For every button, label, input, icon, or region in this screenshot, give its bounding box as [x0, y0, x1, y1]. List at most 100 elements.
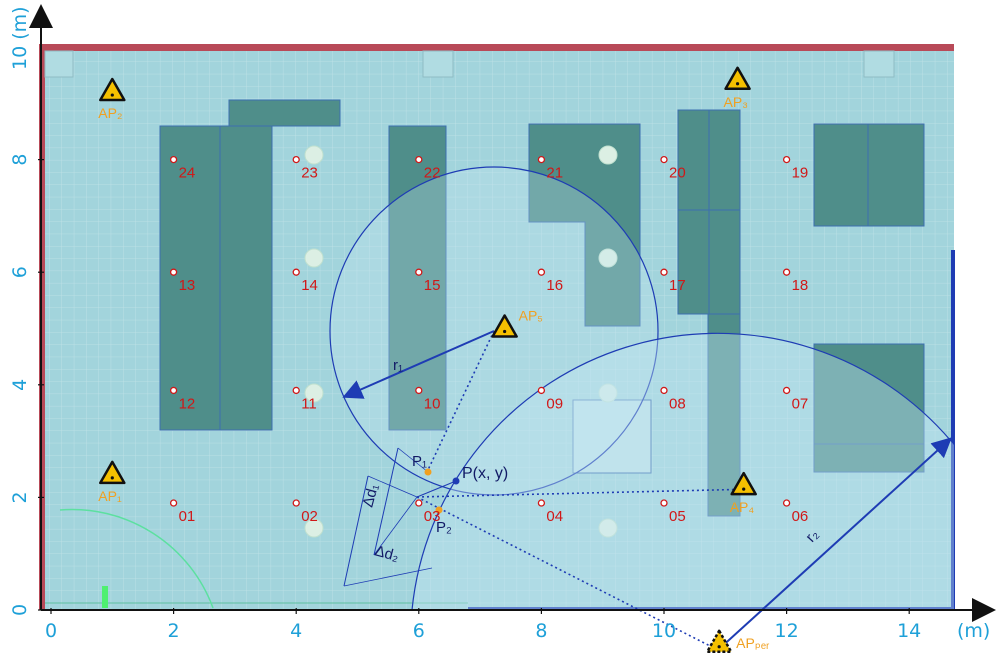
x-tick-label: 8 — [535, 620, 547, 642]
door-notch — [863, 50, 895, 78]
reference-point-marker — [660, 386, 668, 395]
reference-point-label: 22 — [424, 165, 441, 182]
reference-point-label: 04 — [546, 508, 563, 525]
r1-label: r₁ — [393, 357, 403, 374]
dd2-dimension-line — [343, 475, 369, 587]
reference-point-label: 23 — [301, 165, 318, 182]
access-point-label: APₚₑᵣ — [736, 635, 770, 651]
point-p2 — [435, 506, 443, 514]
access-point-icon — [491, 314, 518, 338]
reference-point-label: 07 — [792, 395, 809, 412]
reference-point-marker — [537, 499, 546, 507]
reference-point-label: 06 — [792, 508, 809, 525]
reference-point-label: 13 — [179, 277, 196, 294]
reference-point-label: 05 — [669, 508, 686, 525]
x-tick-label: 14 — [897, 620, 921, 642]
access-point-label: AP₄ — [730, 499, 755, 515]
reference-point-marker — [415, 386, 423, 395]
x-tick-label: 0 — [45, 620, 57, 642]
ceiling-lights — [304, 145, 618, 538]
reference-point-marker — [292, 268, 300, 276]
p-label: P(x, y) — [462, 465, 508, 482]
x-tick-label: 10 — [652, 620, 676, 642]
circle-apper-arc — [411, 332, 952, 611]
p1-label: P₁ — [412, 453, 427, 470]
x-tick-label: 4 — [290, 620, 302, 642]
reference-point-label: 19 — [792, 165, 809, 182]
dotted-rp03-ap4 — [416, 488, 757, 498]
x-tick-label: 6 — [413, 620, 425, 642]
dd1-ext-bottom — [373, 496, 418, 556]
access-point-label: AP₂ — [98, 105, 122, 121]
reference-point-marker — [660, 268, 668, 276]
y-axis-top-label: 10 (m) — [9, 6, 31, 70]
point-p1 — [424, 468, 432, 476]
door-swing-arc — [59, 508, 214, 609]
reference-point-marker — [415, 499, 423, 507]
reference-point-label: 12 — [179, 395, 196, 412]
reference-point-label: 18 — [792, 277, 809, 294]
reference-point-label: 15 — [424, 277, 441, 294]
reference-point-marker — [292, 155, 300, 164]
access-point-center — [110, 93, 114, 97]
reference-point-marker — [415, 155, 423, 164]
access-point-center — [735, 82, 740, 86]
y-tick-label: 6 — [9, 266, 31, 278]
reference-point-marker — [782, 386, 791, 395]
p2-label: P₂ — [436, 519, 452, 536]
dd2-ext-top — [367, 475, 418, 498]
r2-arrow — [717, 437, 952, 651]
dd1-ext-top — [397, 447, 429, 473]
access-point-icon — [99, 77, 126, 102]
circle-apper-range — [412, 333, 954, 610]
x-tick-label: 12 — [775, 620, 799, 642]
x-axis-ticks: 0 2 4 6 8 10 12 14 — [45, 608, 921, 642]
access-point-center — [742, 487, 746, 491]
reference-point-marker — [292, 499, 300, 507]
reference-point-label: 08 — [669, 395, 686, 412]
reference-point-label: 03 — [424, 508, 441, 525]
y-axis-ticks: 0 2 4 6 8 — [9, 154, 44, 616]
reference-point-marker — [169, 155, 178, 164]
access-point-label: AP₁ — [98, 488, 122, 504]
access-point-center — [503, 329, 507, 334]
door-notch — [44, 50, 74, 78]
y-tick-label: 2 — [9, 491, 31, 503]
reference-point-marker — [169, 386, 178, 395]
connector-rp03-p — [416, 480, 457, 498]
dd2-label: Δd₂ — [373, 542, 401, 565]
x-tick-label: 2 — [168, 620, 180, 642]
access-point-center — [110, 476, 114, 480]
reference-point-label: 01 — [179, 508, 196, 525]
reference-point-label: 09 — [546, 395, 563, 412]
reference-point-label: 24 — [179, 165, 196, 182]
reference-point-marker — [537, 268, 546, 276]
dotted-rp03-apper — [416, 496, 719, 651]
x-axis-unit: (m) — [957, 620, 990, 642]
reference-point-marker — [537, 155, 546, 164]
reference-point-marker — [169, 499, 178, 507]
access-point-icon — [99, 460, 126, 485]
top-wall — [41, 44, 954, 51]
reference-point-label: 14 — [301, 277, 318, 294]
door-post — [102, 586, 108, 608]
access-point-label: AP₅ — [519, 308, 543, 324]
reference-point-label: 16 — [546, 277, 563, 294]
reference-point-marker — [782, 499, 791, 507]
y-tick-label: 4 — [9, 379, 31, 391]
furniture — [159, 99, 925, 517]
dd1-label: Δd₁ — [359, 482, 381, 509]
dotted-ap5-p1 — [426, 330, 495, 473]
reference-point-marker — [415, 268, 423, 276]
access-point-center — [717, 645, 721, 649]
y-tick-label: 8 — [9, 154, 31, 166]
reference-point-label: 11 — [301, 395, 317, 412]
access-point-label: AP₃ — [724, 94, 748, 110]
dd2-ext-bottom — [343, 567, 433, 587]
access-point-icon — [724, 66, 751, 91]
access-points: AP₁ AP₂ AP₃ AP₄ AP₅ APₚₑᵣ — [98, 66, 770, 654]
reference-points: 24 23 22 21 20 19 13 14 15 16 17 18 12 11 10 09 08 07 01 02… — [169, 155, 809, 525]
reference-point-marker — [292, 386, 300, 395]
door-notch — [422, 50, 454, 78]
